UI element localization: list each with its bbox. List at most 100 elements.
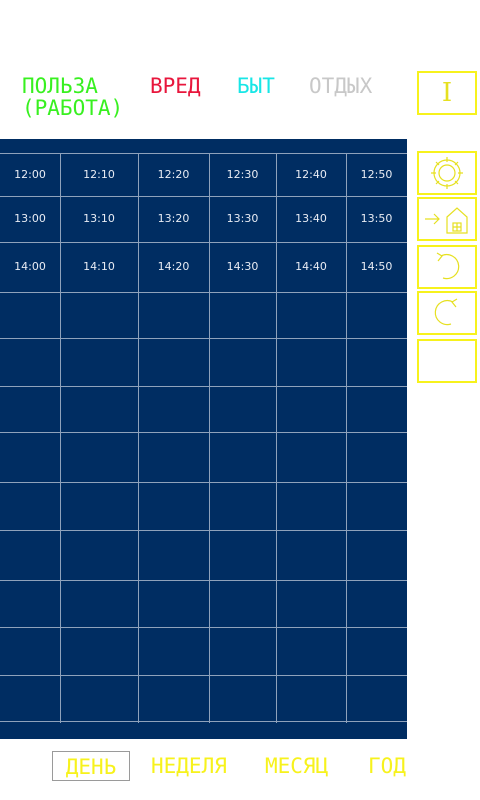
grid-row-divider [0, 386, 407, 387]
time-slot-cell[interactable]: 12:40 [295, 168, 327, 181]
category-rest[interactable]: ОТДЫХ [309, 74, 373, 98]
time-slot-cell[interactable] [346, 432, 407, 482]
time-slot-cell[interactable] [276, 530, 346, 580]
time-slot-cell[interactable] [138, 338, 209, 386]
time-slot-cell[interactable] [138, 580, 209, 627]
time-slot-cell[interactable] [138, 292, 209, 338]
time-slot-cell[interactable]: 14:30 [226, 260, 259, 273]
time-slot-cell[interactable] [60, 432, 138, 482]
time-slot-cell[interactable] [276, 386, 346, 432]
time-slot-cell[interactable] [60, 386, 138, 432]
time-slot-cell[interactable]: 13:30 [226, 212, 259, 225]
time-slot-cell[interactable] [0, 386, 60, 432]
time-slot-cell[interactable]: 12:20 [157, 168, 190, 181]
time-slot-cell[interactable]: 13:20 [157, 212, 190, 225]
time-slot-cell[interactable] [0, 338, 60, 386]
redo-icon [434, 298, 458, 326]
time-slot-cell[interactable] [60, 675, 138, 721]
grid-row-divider [0, 627, 407, 628]
time-slot-cell[interactable] [0, 530, 60, 580]
category-harm[interactable]: ВРЕД [150, 74, 201, 98]
time-slot-cell[interactable]: 14:50 [360, 260, 393, 273]
time-slot-cell[interactable]: 12:50 [360, 168, 393, 181]
undo-button[interactable] [417, 245, 477, 289]
time-slot-cell[interactable]: 14:00 [14, 260, 46, 273]
time-slot-cell[interactable] [209, 338, 276, 386]
time-slot-cell[interactable]: 13:40 [295, 212, 327, 225]
grid-row-divider [0, 292, 407, 293]
time-slot-cell[interactable] [60, 530, 138, 580]
time-slot-cell[interactable] [138, 627, 209, 675]
time-slot-cell[interactable] [0, 292, 60, 338]
time-slot-cell[interactable] [60, 482, 138, 530]
schedule-grid: 12:00 12:10 12:20 12:30 12:40 12:50 13:00 13:10… [0, 139, 407, 725]
time-slot-cell[interactable] [346, 482, 407, 530]
time-slot-cell[interactable]: 13:00 [14, 212, 46, 225]
time-slot-cell[interactable] [138, 675, 209, 721]
time-slot-cell[interactable] [0, 675, 60, 721]
time-slot-cell[interactable] [209, 386, 276, 432]
time-slot-cell[interactable] [138, 530, 209, 580]
empty-button[interactable] [417, 339, 477, 383]
time-slot-cell[interactable]: 13:50 [360, 212, 393, 225]
time-slot-cell[interactable] [276, 338, 346, 386]
time-slot-cell[interactable] [60, 338, 138, 386]
time-slot-cell[interactable] [209, 627, 276, 675]
schedule-grid-footer [0, 723, 407, 739]
time-slot-cell[interactable] [346, 338, 407, 386]
time-slot-cell[interactable] [346, 530, 407, 580]
time-slot-cell[interactable] [0, 580, 60, 627]
category-benefit[interactable]: ПОЛЬЗА (РАБОТА) [22, 74, 124, 120]
redo-button[interactable] [417, 291, 477, 335]
tab-year[interactable]: ГОД [368, 754, 406, 778]
time-slot-cell[interactable] [209, 432, 276, 482]
time-slot-cell[interactable] [0, 432, 60, 482]
time-slot-cell[interactable] [209, 675, 276, 721]
settings-button[interactable] [417, 151, 477, 195]
time-slot-cell[interactable] [276, 432, 346, 482]
time-slot-cell[interactable] [0, 482, 60, 530]
time-slot-cell[interactable] [346, 292, 407, 338]
tab-month[interactable]: МЕСЯЦ [265, 754, 329, 778]
grid-row-divider [0, 482, 407, 483]
exit-home-icon [425, 207, 468, 234]
gear-icon [431, 157, 463, 189]
time-slot-cell[interactable]: 12:10 [83, 168, 115, 181]
grid-column-divider [209, 153, 210, 723]
time-slot-cell[interactable]: 12:30 [226, 168, 259, 181]
time-slot-cell[interactable] [60, 580, 138, 627]
grid-row-divider [0, 242, 407, 243]
grid-column-divider [60, 153, 61, 723]
time-slot-cell[interactable] [60, 292, 138, 338]
tab-day[interactable]: ДЕНЬ [52, 751, 130, 781]
time-slot-cell[interactable]: 14:20 [157, 260, 190, 273]
time-slot-cell[interactable] [138, 432, 209, 482]
time-slot-cell[interactable] [60, 627, 138, 675]
grid-row-divider [0, 338, 407, 339]
time-slot-cell[interactable] [276, 675, 346, 721]
time-slot-cell[interactable] [209, 292, 276, 338]
time-slot-cell[interactable] [346, 627, 407, 675]
time-slot-cell[interactable] [276, 627, 346, 675]
time-slot-cell[interactable]: 12:00 [14, 168, 46, 181]
time-slot-cell[interactable]: 14:40 [295, 260, 327, 273]
time-slot-cell[interactable] [138, 482, 209, 530]
time-slot-cell[interactable] [209, 482, 276, 530]
time-slot-cell[interactable] [346, 386, 407, 432]
time-slot-cell[interactable]: 14:10 [83, 260, 115, 273]
info-button[interactable]: I [417, 71, 477, 115]
time-slot-cell[interactable] [346, 675, 407, 721]
time-slot-cell[interactable] [209, 530, 276, 580]
time-slot-cell[interactable] [0, 627, 60, 675]
time-slot-cell[interactable] [346, 580, 407, 627]
time-slot-cell[interactable] [138, 386, 209, 432]
time-slot-cell[interactable]: 13:10 [83, 212, 115, 225]
grid-row-divider [0, 530, 407, 531]
tab-week[interactable]: НЕДЕЛЯ [151, 754, 227, 778]
time-slot-cell[interactable] [276, 292, 346, 338]
category-home[interactable]: БЫТ [237, 74, 275, 98]
time-slot-cell[interactable] [209, 580, 276, 627]
exit-home-button[interactable] [417, 197, 477, 241]
time-slot-cell[interactable] [276, 482, 346, 530]
time-slot-cell[interactable] [276, 580, 346, 627]
